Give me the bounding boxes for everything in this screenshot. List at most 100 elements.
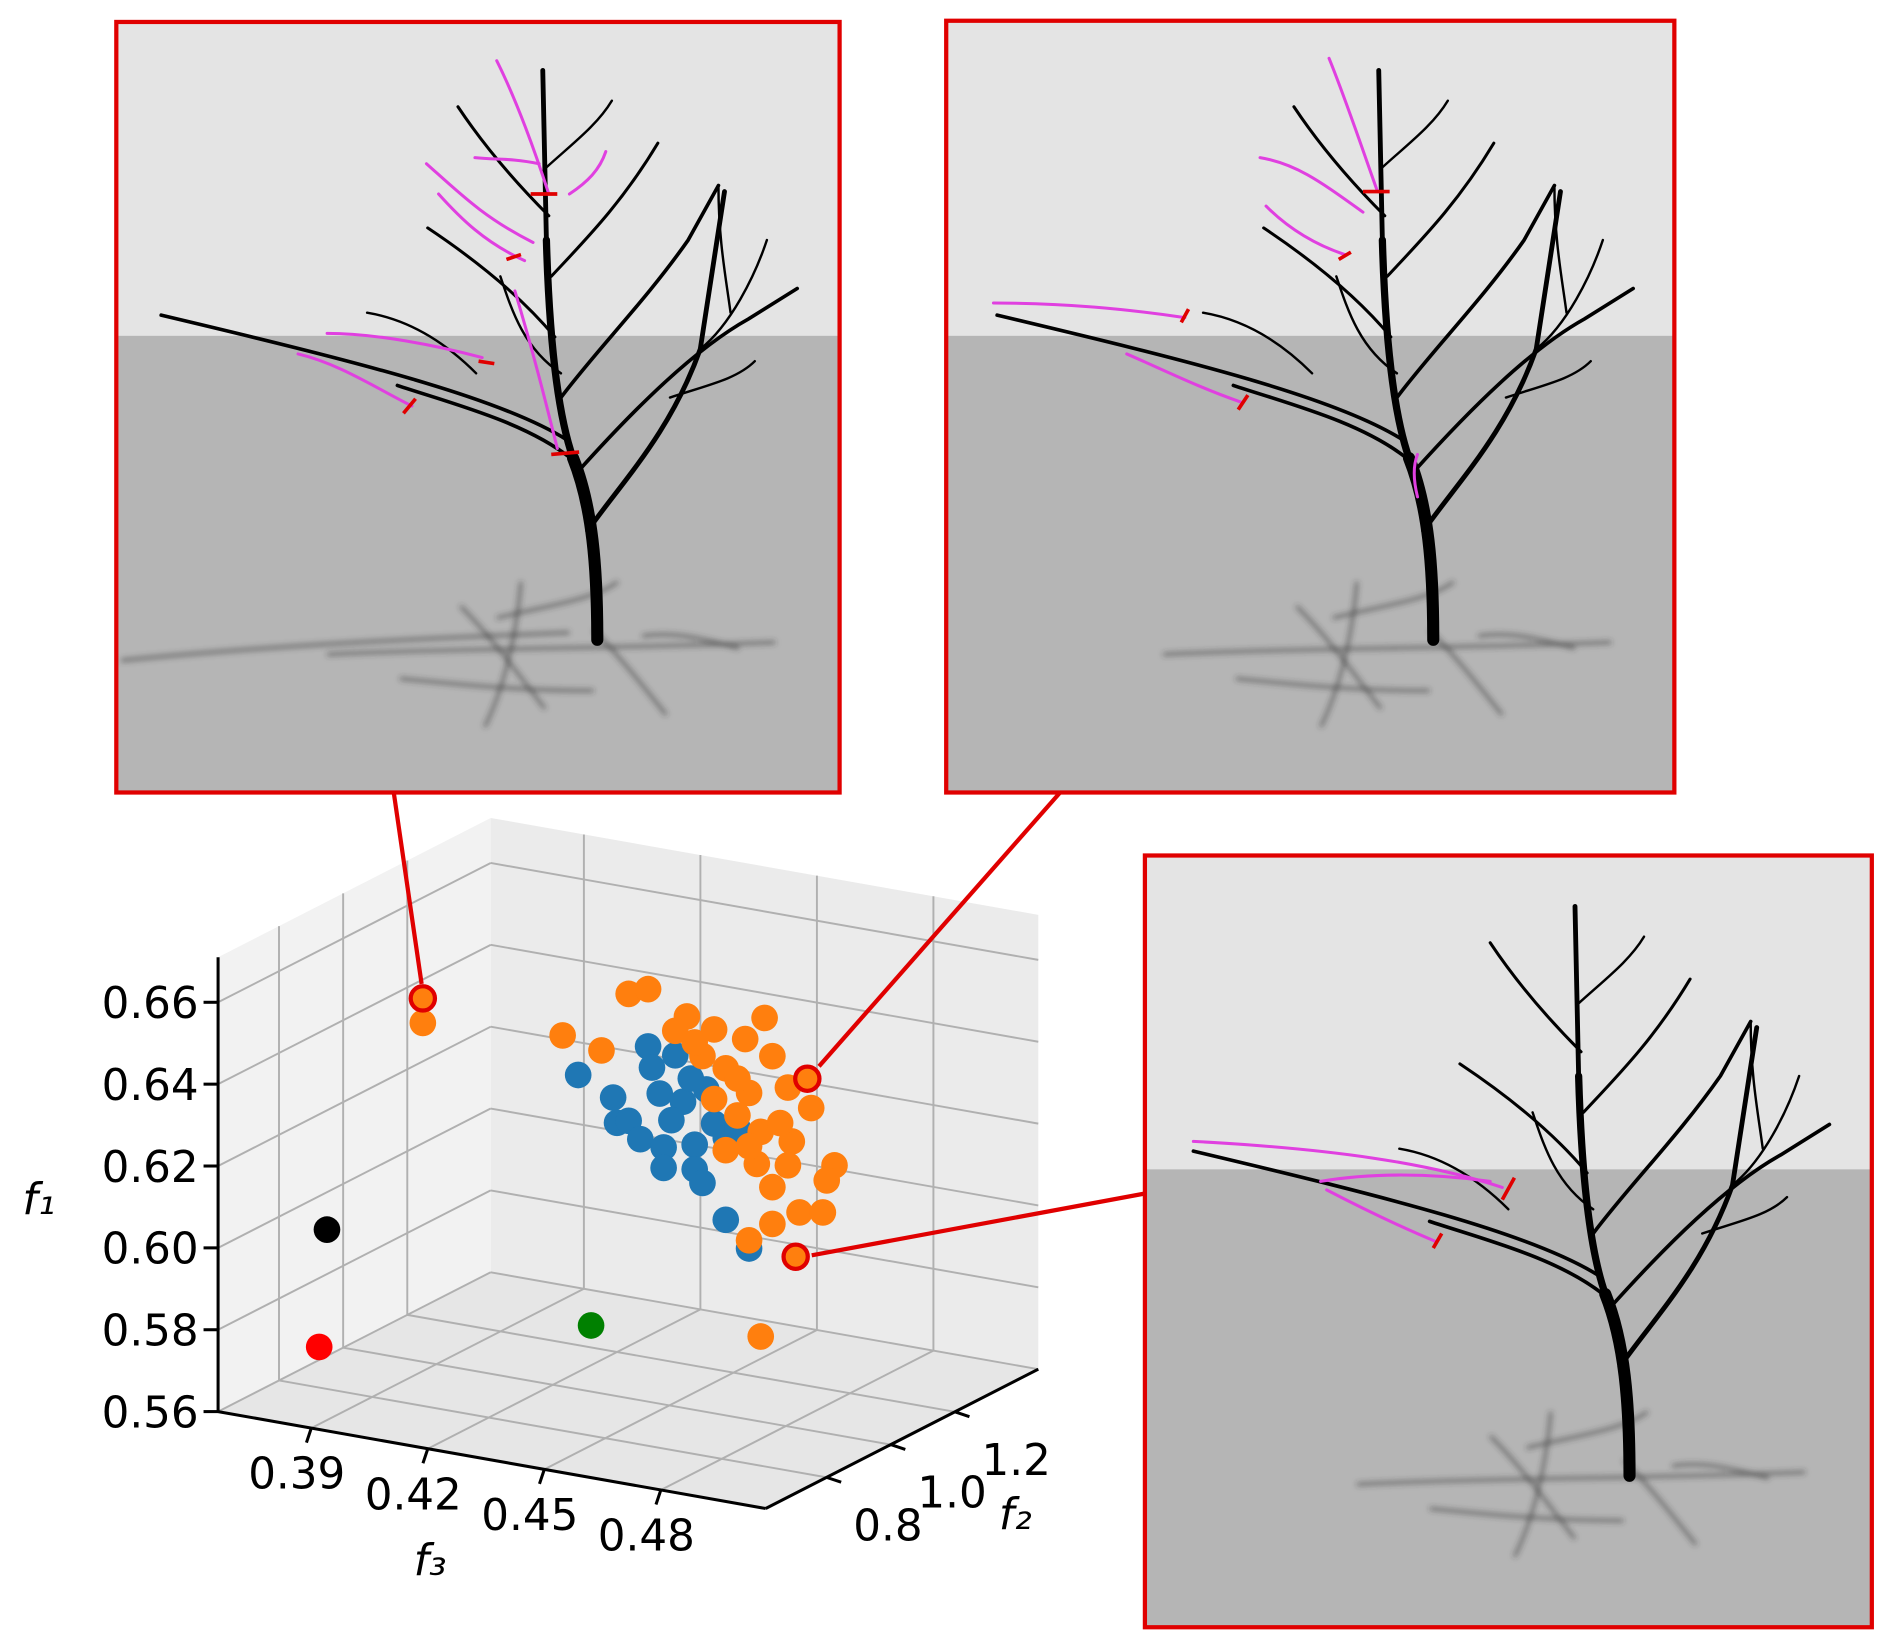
scatter-point [700, 1085, 728, 1113]
scatter-point [626, 1125, 654, 1153]
scatter-point [305, 1333, 333, 1361]
tick-mark [826, 1475, 842, 1484]
shape [120, 630, 570, 663]
x-axis-label: f₃ [414, 1536, 447, 1586]
scatter-point [577, 1312, 605, 1339]
shape [1412, 452, 1420, 499]
shape [1142, 853, 1874, 1630]
scatter-plot-3d: 0.39 0.42 0.45 0.48 0.81.01.2 0.56 0.58 0.60 0.6… [102, 817, 1051, 1562]
scatter-point [661, 1042, 689, 1069]
scatter-point [813, 1167, 841, 1194]
scatter-point [408, 984, 438, 1013]
shape [1258, 156, 1365, 214]
shape [1325, 1188, 1439, 1244]
z-tick-label: 0.58 [102, 1306, 199, 1356]
z-tick-label: 0.62 [102, 1143, 199, 1193]
grid-line [490, 1025, 1039, 1125]
pane-back [490, 817, 1039, 1370]
inset-panel [1142, 853, 1874, 1630]
shape [296, 352, 414, 408]
grid-line [342, 1346, 891, 1446]
shape [1144, 1169, 1872, 1628]
scatter-point [774, 1151, 802, 1179]
grid-line [490, 1189, 1039, 1289]
shape [116, 21, 840, 336]
grid-line [217, 943, 492, 1086]
tick-mark [538, 1468, 546, 1485]
shape [1319, 1173, 1492, 1183]
axis-line [217, 1410, 766, 1511]
grid-line [660, 1349, 934, 1491]
scatter-point [759, 1210, 786, 1238]
grid-line [278, 1379, 827, 1479]
pane-left [218, 817, 491, 1412]
shape [811, 1191, 1146, 1258]
inset-panel [944, 18, 1677, 795]
tick-mark [421, 1448, 430, 1464]
y-tick-label: 1.2 [982, 1436, 1051, 1486]
scatter-point [793, 1064, 822, 1093]
z-tick-label: 0.56 [102, 1388, 199, 1438]
x-tick-label: 0.48 [598, 1512, 695, 1562]
shape [495, 59, 551, 196]
scatter-point [409, 1009, 437, 1037]
tick-mark [654, 1489, 663, 1505]
x-tick-label: 0.42 [365, 1470, 462, 1520]
scatter-point [751, 1004, 778, 1032]
tick-mark [305, 1427, 313, 1444]
scatter-point [712, 1136, 740, 1164]
scatter-point [646, 1080, 674, 1107]
scatter-point [650, 1154, 677, 1182]
shape [473, 156, 541, 166]
scatter-point [766, 1109, 794, 1137]
grid-line [217, 1271, 492, 1413]
scatter-point [661, 1017, 689, 1045]
scatter-point [735, 1226, 763, 1254]
grid-line [310, 1287, 585, 1429]
grid-line [490, 943, 1039, 1043]
y-axis-label: f₂ [999, 1490, 1032, 1540]
shape [946, 20, 1675, 336]
shape [402, 192, 580, 457]
scatter-point [747, 1323, 775, 1350]
tick-mark [890, 1443, 906, 1451]
shape [946, 335, 1675, 793]
shape [567, 150, 608, 196]
scatter-point [689, 1169, 716, 1197]
scatter-point [809, 1199, 837, 1226]
scatter-point [588, 1037, 615, 1064]
z-axis-label: f₁ [22, 1175, 55, 1225]
scatter-point [650, 1134, 677, 1161]
scatter-point [634, 975, 662, 1003]
scatter-point [724, 1102, 751, 1129]
grid-line [217, 1025, 492, 1167]
scatter-point [313, 1216, 341, 1243]
shape [1431, 1176, 1517, 1249]
x-tick-label: 0.39 [248, 1450, 345, 1500]
shape [513, 289, 559, 450]
axis-line [765, 1367, 1039, 1510]
shape [437, 192, 527, 263]
scatter-point [638, 1054, 666, 1081]
shape [116, 335, 840, 793]
grid-line [543, 1329, 818, 1471]
scatter-point [731, 1025, 759, 1053]
grid-line [217, 1107, 492, 1249]
shape [1264, 204, 1347, 257]
shape [1327, 56, 1380, 194]
scatter-point [681, 1029, 709, 1056]
scatter-point [786, 1199, 813, 1226]
scatter-point [549, 1022, 576, 1049]
shape [1179, 189, 1390, 411]
scatter-point [677, 1065, 705, 1092]
grid-line [490, 862, 1039, 961]
scatter-point [700, 1016, 728, 1043]
grid-line [490, 1271, 1039, 1371]
shape [991, 301, 1187, 320]
y-tick-label: 1.0 [917, 1469, 986, 1519]
z-tick-label: 0.66 [102, 979, 199, 1029]
scatter-point [599, 1084, 627, 1111]
scatter-point [759, 1042, 786, 1070]
scatter-point [681, 1131, 709, 1159]
